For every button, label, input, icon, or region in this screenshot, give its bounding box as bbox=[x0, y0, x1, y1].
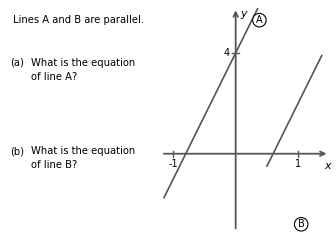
Text: 1: 1 bbox=[295, 159, 301, 169]
Text: -1: -1 bbox=[168, 159, 178, 169]
Text: A: A bbox=[256, 15, 263, 25]
Text: (a): (a) bbox=[10, 58, 24, 68]
Text: B: B bbox=[298, 219, 304, 229]
Text: (b): (b) bbox=[10, 146, 24, 156]
Text: What is the equation
of line B?: What is the equation of line B? bbox=[31, 146, 135, 170]
Text: y: y bbox=[240, 9, 247, 19]
Text: What is the equation
of line A?: What is the equation of line A? bbox=[31, 58, 135, 82]
Text: x: x bbox=[324, 161, 331, 171]
Text: Lines A and B are parallel.: Lines A and B are parallel. bbox=[13, 15, 144, 25]
Text: 4: 4 bbox=[223, 48, 229, 58]
